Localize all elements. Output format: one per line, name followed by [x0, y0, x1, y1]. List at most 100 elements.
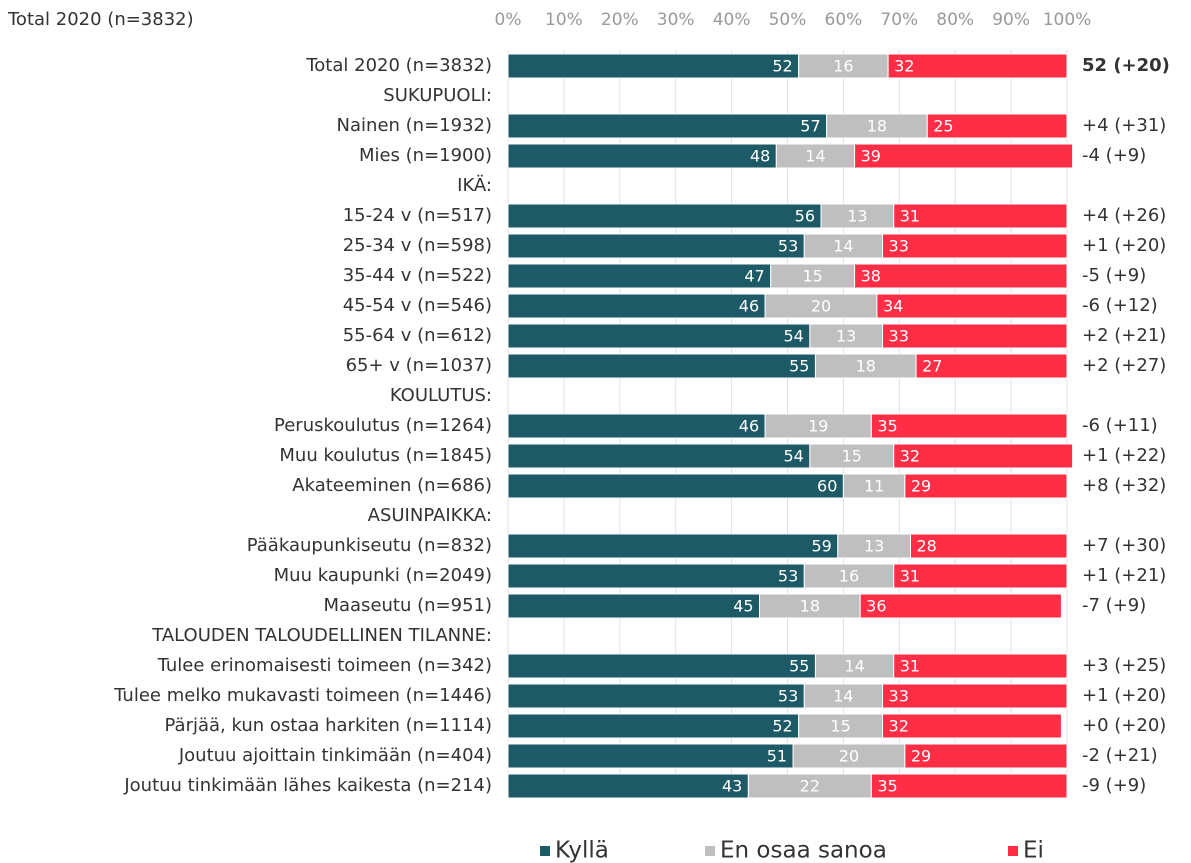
- bar-segment: [820, 203, 895, 229]
- value-label: 38: [861, 267, 881, 286]
- value-label: 20: [811, 297, 831, 316]
- category-label: Pärjää, kun ostaa harkiten (n=1114): [165, 715, 493, 736]
- bar-segment: [826, 113, 928, 139]
- chart-title: Total 2020 (n=3832): [7, 9, 194, 30]
- bar-segment: [507, 713, 800, 739]
- bar-segment: [507, 323, 811, 349]
- value-label: 15: [842, 447, 862, 466]
- value-label: 27: [922, 357, 942, 376]
- bar-segment: [507, 533, 839, 559]
- value-label: 33: [889, 327, 909, 346]
- value-label: 14: [833, 237, 853, 256]
- value-label: 14: [833, 687, 853, 706]
- bar-segment: [904, 743, 1068, 769]
- change-label: +0 (+20): [1082, 715, 1166, 736]
- category-label: IKÄ:: [457, 175, 492, 196]
- bar-segment: [837, 533, 911, 559]
- category-label: Pääkaupunkiseutu (n=832): [247, 535, 492, 556]
- category-label: Joutuu tinkimään lähes kaikesta (n=214): [123, 775, 492, 796]
- value-label: 56: [795, 207, 815, 226]
- value-label: 32: [894, 57, 914, 76]
- category-label: ASUINPAIKKA:: [368, 505, 492, 526]
- bar-segment: [507, 263, 772, 289]
- change-label: -6 (+12): [1082, 295, 1158, 316]
- bar-segment: [882, 233, 1068, 259]
- category-label: 55-64 v (n=612): [343, 325, 492, 346]
- value-label: 31: [900, 657, 920, 676]
- value-label: 28: [916, 537, 936, 556]
- bar-segment: [803, 683, 884, 709]
- bar-segment: [909, 533, 1068, 559]
- bar-segment: [507, 563, 805, 589]
- bar-segment: [882, 683, 1068, 709]
- bar-segment: [507, 593, 761, 619]
- bar-segment: [507, 113, 828, 139]
- change-label: 52 (+20): [1082, 55, 1170, 76]
- value-label: 25: [933, 117, 953, 136]
- value-label: 14: [844, 657, 864, 676]
- change-label: +8 (+32): [1082, 475, 1166, 496]
- bar-segment: [798, 713, 884, 739]
- value-label: 55: [789, 357, 809, 376]
- bar-segment: [814, 353, 917, 379]
- legend-marker: [1008, 846, 1018, 856]
- bar-segment: [507, 443, 811, 469]
- x-tick-label: 90%: [992, 10, 1030, 30]
- value-label: 11: [864, 477, 884, 496]
- bar-segment: [507, 473, 844, 499]
- value-label: 13: [836, 327, 856, 346]
- bar-segment: [803, 233, 884, 259]
- value-label: 20: [839, 747, 859, 766]
- value-label: 53: [778, 237, 798, 256]
- bar-segment: [882, 323, 1068, 349]
- value-label: 16: [839, 567, 859, 586]
- change-label: +1 (+20): [1082, 235, 1166, 256]
- value-label: 18: [867, 117, 887, 136]
- change-label: +1 (+22): [1082, 445, 1166, 466]
- bar-segment: [893, 563, 1068, 589]
- value-label: 36: [866, 597, 886, 616]
- value-label: 48: [750, 147, 770, 166]
- value-label: 29: [911, 747, 931, 766]
- category-label: Muu koulutus (n=1845): [279, 445, 492, 466]
- category-label: 35-44 v (n=522): [343, 265, 492, 286]
- value-label: 29: [911, 477, 931, 496]
- legend-marker: [705, 846, 715, 856]
- category-label: Total 2020 (n=3832): [305, 55, 492, 76]
- category-label: 45-54 v (n=546): [343, 295, 492, 316]
- bar-segment: [904, 473, 1068, 499]
- category-label: 25-34 v (n=598): [343, 235, 492, 256]
- bar-segment: [893, 653, 1068, 679]
- x-tick-label: 10%: [545, 10, 583, 30]
- bar-segment: [775, 143, 856, 169]
- change-label: -4 (+9): [1082, 145, 1146, 166]
- bar-segment: [764, 293, 878, 319]
- bar-segment: [882, 713, 1062, 739]
- value-label: 59: [811, 537, 831, 556]
- bar-segment: [507, 683, 805, 709]
- x-tick-label: 100%: [1043, 10, 1092, 30]
- x-tick-label: 50%: [769, 10, 807, 30]
- category-label: SUKUPUOLI:: [383, 85, 492, 106]
- legend-label: En osaa sanoa: [720, 838, 887, 863]
- category-label: KOULUTUS:: [390, 385, 492, 406]
- bar-segment: [814, 653, 895, 679]
- x-tick-label: 20%: [601, 10, 639, 30]
- bar-segment: [507, 773, 749, 799]
- value-label: 32: [900, 447, 920, 466]
- category-label: Peruskoulutus (n=1264): [274, 415, 492, 436]
- x-tick-label: 40%: [713, 10, 751, 30]
- change-label: -7 (+9): [1082, 595, 1146, 616]
- change-label: -5 (+9): [1082, 265, 1146, 286]
- category-label: Maaseutu (n=951): [323, 595, 492, 616]
- value-label: 53: [778, 567, 798, 586]
- bar-segment: [764, 413, 872, 439]
- change-label: +3 (+25): [1082, 655, 1166, 676]
- change-label: -6 (+11): [1082, 415, 1158, 436]
- value-label: 14: [805, 147, 825, 166]
- legend-label: Kyllä: [555, 838, 609, 863]
- value-label: 18: [800, 597, 820, 616]
- bar-segment: [792, 743, 906, 769]
- value-label: 22: [800, 777, 820, 796]
